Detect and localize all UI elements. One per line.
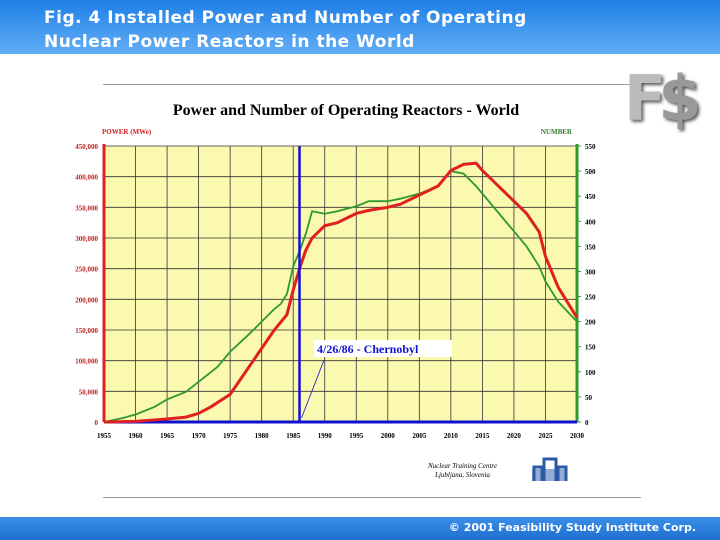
annotation-box	[314, 340, 452, 357]
x-tick-label: 1965	[160, 432, 175, 440]
y-tick-label: 150,000	[75, 327, 98, 335]
y-tick-label: 400,000	[75, 174, 98, 182]
y-tick-label: 50,000	[79, 388, 99, 396]
fsi-logo: F$	[624, 62, 702, 135]
y2-tick-label: 0	[585, 419, 589, 427]
y2-tick-label: 150	[585, 344, 596, 352]
footer-bar: © 2001 Feasibility Study Institute Corp.	[0, 517, 720, 540]
y2-tick-label: 300	[585, 268, 596, 276]
x-tick-label: 1980	[255, 432, 270, 440]
x-tick-label: 2020	[507, 432, 522, 440]
power-series-line	[103, 161, 579, 424]
copyright: © 2001 Feasibility Study Institute Corp.	[448, 521, 696, 534]
x-tick-label: 2025	[538, 432, 553, 440]
y-tick-label: 0	[95, 419, 99, 427]
credit-line2: Ljubljana, Slovenia	[435, 471, 490, 479]
y-tick-label: 250,000	[75, 266, 98, 274]
slide-title-line2: Nuclear Power Reactors in the World	[44, 32, 415, 52]
x-tick-label: 1970	[192, 432, 207, 440]
y2-axis-label: NUMBER	[541, 128, 573, 136]
credit-line1: Nuclear Training Centre	[428, 462, 497, 470]
y2-tick-label: 550	[585, 143, 596, 151]
y-tick-label: 200,000	[75, 296, 98, 304]
chart-title: Power and Number of Operating Reactors -…	[173, 102, 519, 119]
y-tick-label: 450,000	[75, 143, 98, 151]
x-tick-label: 1975	[223, 432, 238, 440]
y2-tick-label: 500	[585, 168, 596, 176]
title-bar: Fig. 4 Installed Power and Number of Ope…	[0, 0, 720, 54]
y2-tick-label: 400	[585, 218, 596, 226]
x-tick-label: 1990	[318, 432, 333, 440]
divider-bottom	[103, 497, 641, 498]
y-tick-label: 350,000	[75, 204, 98, 212]
x-tick-label: 2000	[381, 432, 396, 440]
y2-tick-label: 100	[585, 369, 596, 377]
credit-text: Nuclear Training Centre Ljubljana, Slove…	[428, 462, 497, 480]
x-tick-label: 2005	[412, 432, 427, 440]
y2-tick-label: 450	[585, 193, 596, 201]
y2-tick-label: 50	[585, 394, 593, 402]
y2-tick-label: 200	[585, 319, 596, 327]
x-tick-label: 2010	[444, 432, 459, 440]
ntc-logo-icon	[532, 457, 568, 481]
y-axis-label: POWER (MWe)	[102, 128, 152, 136]
x-tick-label: 2015	[475, 432, 490, 440]
number-series-line	[103, 170, 578, 423]
y2-tick-label: 250	[585, 294, 596, 302]
x-tick-label: 1955	[97, 432, 112, 440]
x-tick-label: 1995	[349, 432, 364, 440]
slide-title-line1: Fig. 4 Installed Power and Number of Ope…	[44, 8, 527, 28]
x-tick-label: 2030	[570, 432, 585, 440]
annotation-text: 4/26/86 - Chernobyl	[317, 342, 419, 356]
x-tick-label: 1985	[286, 432, 301, 440]
divider-top	[103, 84, 641, 85]
y-tick-label: 100,000	[75, 358, 98, 366]
y2-tick-label: 350	[585, 243, 596, 251]
y-tick-label: 300,000	[75, 235, 98, 243]
x-tick-label: 1960	[129, 432, 144, 440]
plot-area	[104, 146, 577, 422]
annotation-arrow	[301, 359, 325, 419]
